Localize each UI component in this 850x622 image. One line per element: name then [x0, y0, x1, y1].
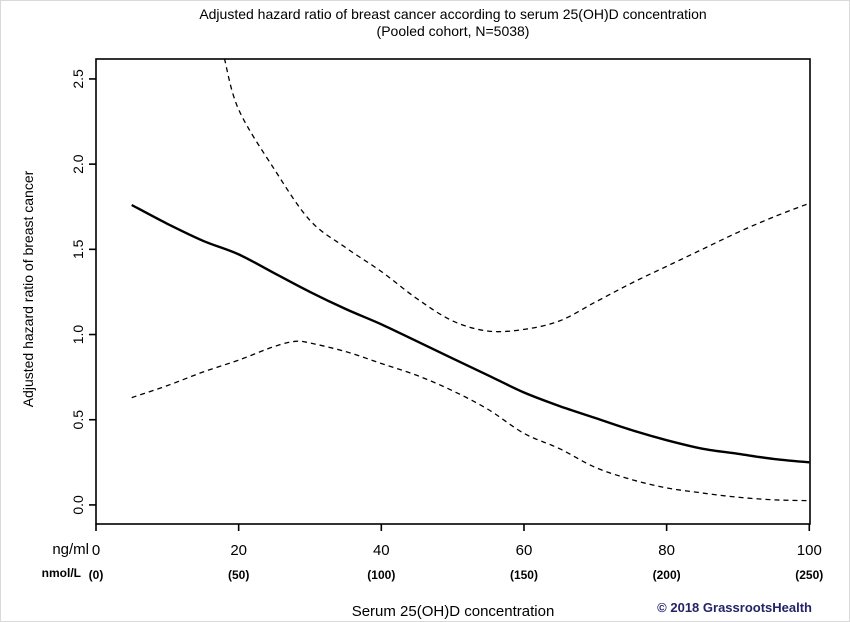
y-tick-label: 1.0	[70, 325, 86, 345]
x-tick-label-nmoll: (50)	[228, 568, 249, 582]
x-unit-ngml-label: ng/ml	[52, 541, 89, 558]
x-tick-label-ngml: 0	[92, 542, 100, 559]
chart-subtitle: (Pooled cohort, N=5038)	[376, 23, 530, 39]
series-line-2-confidence-band	[131, 340, 810, 502]
series-line-1-confidence-band	[223, 59, 810, 333]
y-tick-label: 2.5	[70, 69, 86, 89]
x-tick-label-nmoll: (200)	[653, 568, 681, 582]
chart-title: Adjusted hazard ratio of breast cancer a…	[199, 6, 707, 22]
x-axis-label: Serum 25(OH)D concentration	[351, 603, 555, 620]
y-tick-label: 2.0	[70, 154, 86, 174]
copyright-notice: © 2018 GrassrootsHealth	[657, 600, 812, 615]
x-tick-label-ngml: 80	[658, 542, 675, 559]
y-tick-label: 1.5	[70, 239, 86, 259]
x-tick-label-ngml: 60	[516, 542, 533, 559]
x-tick-label-nmoll: (150)	[510, 568, 538, 582]
plot-box	[95, 58, 811, 525]
x-tick-label-nmoll: (100)	[367, 568, 395, 582]
x-tick-label-ngml: 40	[373, 542, 390, 559]
y-tick-label: 0.0	[70, 495, 86, 515]
y-tick-label: 0.5	[70, 410, 86, 430]
series-line-0-estimate	[131, 203, 810, 464]
x-tick-label-nmoll: (0)	[89, 568, 104, 582]
x-tick-label-ngml: 20	[230, 542, 247, 559]
x-tick-label-nmoll: (250)	[795, 568, 823, 582]
x-unit-nmoll-label: nmol/L	[41, 566, 81, 580]
x-tick-label-ngml: 100	[797, 542, 822, 559]
